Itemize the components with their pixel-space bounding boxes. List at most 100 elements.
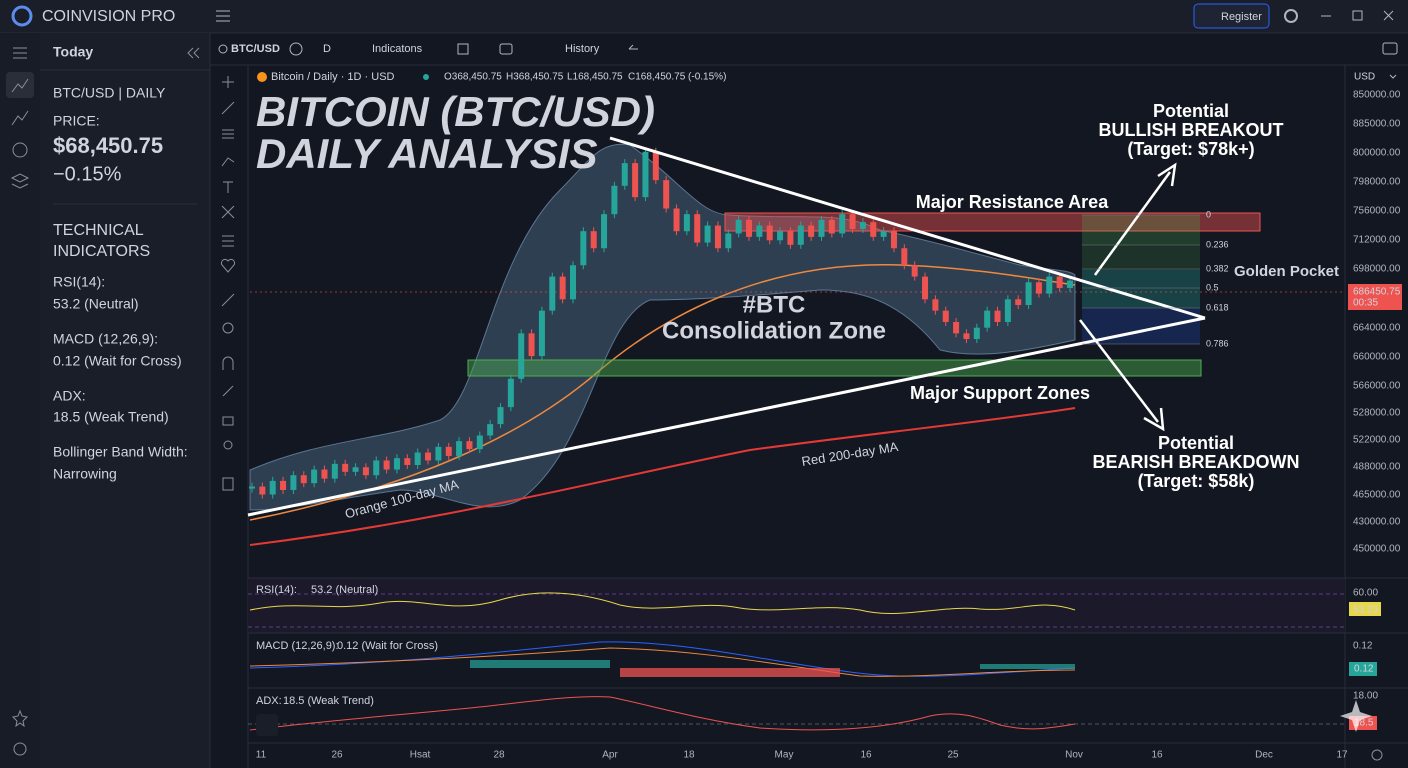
- panel-value: 0.12 (Wait for Cross): [337, 640, 438, 652]
- candle: [569, 265, 576, 300]
- search-icon[interactable]: [218, 44, 228, 54]
- candle: [652, 151, 659, 181]
- indicator-label: RSI(14):: [53, 274, 105, 290]
- candle: [942, 310, 949, 322]
- sidebar: [40, 33, 210, 768]
- legend-close: C168,450.75 (-0.15%): [628, 72, 726, 83]
- candle: [300, 475, 307, 484]
- status-dot: [423, 74, 429, 80]
- dropdown[interactable]: [1389, 74, 1397, 79]
- bullish-arrow: [1093, 162, 1177, 276]
- x-axis-label: Nov: [1065, 750, 1083, 761]
- indicator-value: 53.2 (Neutral): [53, 296, 139, 312]
- candle: [352, 467, 359, 472]
- logo: [11, 5, 33, 27]
- price-axis-label: 664000.00: [1353, 323, 1401, 334]
- candle: [1046, 276, 1053, 294]
- candle: [849, 214, 856, 229]
- x-axis-label: 17: [1336, 750, 1348, 761]
- camera-icon[interactable]: [1382, 42, 1398, 55]
- fib-label: 0.5: [1206, 282, 1219, 292]
- candle: [714, 225, 721, 249]
- candle: [932, 299, 939, 311]
- panel-name: MACD (12,26,9):: [256, 640, 339, 652]
- nav-icons[interactable]: [6, 47, 34, 756]
- time-settings[interactable]: [1371, 749, 1383, 761]
- symbol[interactable]: BTC/USD: [231, 43, 280, 55]
- indicators-title: INDICATORS: [53, 243, 150, 260]
- collapse-icon[interactable]: [187, 47, 200, 59]
- candle: [259, 486, 266, 495]
- panel-last: 0.12: [1354, 664, 1374, 675]
- candle: [808, 225, 815, 237]
- consolidation-label: Consolidation Zone: [662, 317, 886, 344]
- candle: [797, 225, 804, 245]
- price-axis-label: 800000.00: [1353, 148, 1401, 159]
- alert-icon[interactable]: [499, 43, 513, 55]
- candle: [890, 231, 897, 249]
- settings-icon[interactable]: [1284, 9, 1298, 23]
- panel-value: 18.5 (Weak Trend): [283, 695, 374, 707]
- indicator-label: ADX:: [53, 388, 86, 404]
- tv-logo: [256, 714, 278, 736]
- drawing-tools[interactable]: [220, 76, 236, 491]
- candle: [694, 214, 701, 243]
- fib-label: 0: [1206, 209, 1211, 219]
- indicators-button[interactable]: Indicatons: [372, 43, 423, 55]
- candle: [435, 446, 442, 461]
- candle: [994, 310, 1001, 322]
- history-button[interactable]: History: [565, 43, 600, 55]
- candle: [321, 469, 328, 479]
- add-icon[interactable]: [289, 42, 303, 56]
- bullish-label: Potential: [1153, 101, 1229, 121]
- candle: [445, 446, 452, 456]
- price-axis-label: 756000.00: [1353, 206, 1401, 217]
- x-axis-label: Hsat: [410, 750, 431, 761]
- bullish-label: (Target: $78k+): [1127, 139, 1254, 159]
- candle: [518, 333, 525, 379]
- price-axis-label: 660000.00: [1353, 352, 1401, 363]
- register-label[interactable]: Register: [1221, 11, 1262, 23]
- maximize[interactable]: [1352, 10, 1363, 21]
- x-axis-label: 11: [256, 750, 267, 761]
- candle: [973, 327, 980, 340]
- menu-icon[interactable]: [216, 10, 230, 22]
- bearish-label: BEARISH BREAKDOWN: [1093, 452, 1300, 472]
- candle: [404, 458, 411, 466]
- price-axis-label: 850000.00: [1353, 90, 1401, 101]
- bollinger-band: [249, 143, 1076, 511]
- triangle-lower: [247, 316, 1206, 517]
- close[interactable]: [1383, 10, 1394, 21]
- price-label: PRICE:: [53, 113, 100, 129]
- register-button[interactable]: [1193, 3, 1270, 29]
- consolidation-label: #BTC: [743, 291, 806, 318]
- panel-axis-label: 60.00: [1353, 588, 1378, 599]
- undo[interactable]: [628, 44, 638, 50]
- candle: [1067, 280, 1073, 288]
- bearish-label: (Target: $58k): [1138, 471, 1255, 491]
- bullish-label: BULLISH BREAKOUT: [1099, 120, 1284, 140]
- candle: [528, 333, 535, 357]
- candle: [963, 333, 970, 340]
- candle: [280, 480, 287, 490]
- layout-icon[interactable]: [457, 43, 469, 55]
- candle: [507, 378, 514, 408]
- candle: [704, 225, 711, 243]
- indicator-value: Narrowing: [53, 466, 117, 482]
- candle: [290, 475, 297, 490]
- ma-200: [249, 407, 1076, 546]
- ma-100: [249, 263, 1076, 521]
- price-axis-label: 522000.00: [1353, 435, 1401, 446]
- x-axis-label: 16: [860, 750, 872, 761]
- interval[interactable]: D: [323, 43, 331, 55]
- candle: [487, 424, 494, 436]
- panel-last-tag: [1349, 662, 1377, 676]
- price-axis-label: 798000.00: [1353, 177, 1401, 188]
- last-price-tag: [1348, 284, 1402, 310]
- candle: [901, 248, 908, 266]
- golden-pocket-label: Golden Pocket: [1234, 263, 1339, 280]
- x-axis-label: 28: [493, 750, 505, 761]
- candle: [476, 435, 483, 450]
- currency[interactable]: USD: [1354, 72, 1375, 83]
- indicator-value: 18.5 (Weak Trend): [53, 409, 169, 425]
